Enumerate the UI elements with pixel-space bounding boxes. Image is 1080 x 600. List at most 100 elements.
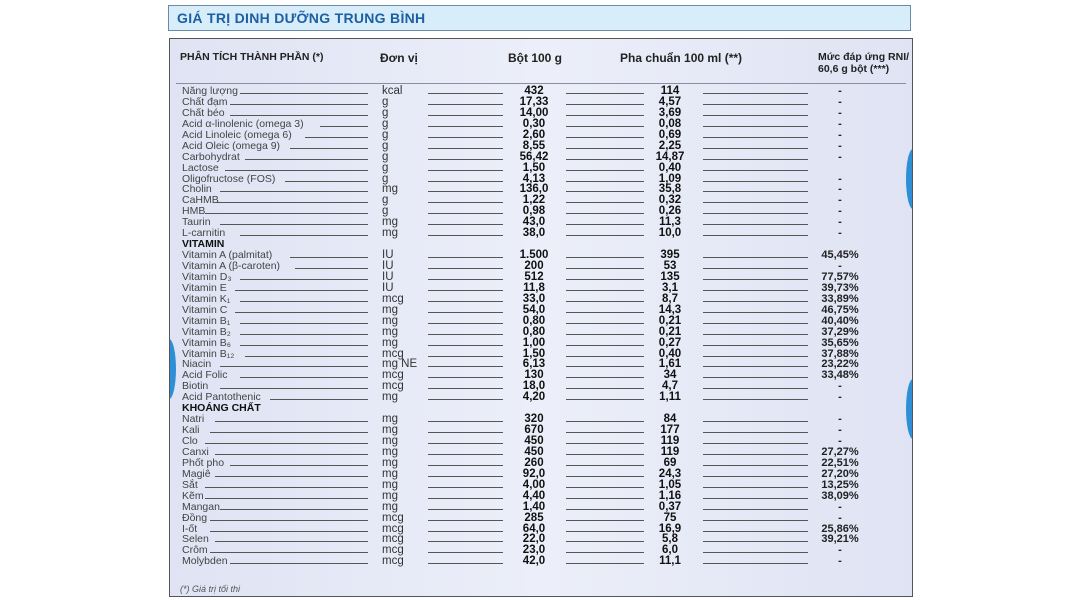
rni-percent: 13,25% <box>821 478 859 491</box>
leader-line <box>428 257 503 259</box>
rni-percent: 45,45% <box>821 249 859 262</box>
value-powder-100g: 4,00 <box>522 478 546 491</box>
leader-line <box>566 563 644 565</box>
component-name: Acid Pantothenic <box>182 391 261 404</box>
leader-line <box>230 464 368 466</box>
value-prepared-100ml: 135 <box>660 270 680 283</box>
leader-line <box>428 114 503 116</box>
leader-line <box>215 541 368 543</box>
rni-percent: - <box>838 194 842 207</box>
table-row: Kali mg 670 177 - <box>170 424 912 436</box>
leader-line <box>566 497 644 499</box>
rni-percent: - <box>838 205 842 218</box>
leader-line <box>428 388 503 390</box>
leader-line <box>215 202 368 204</box>
rni-percent: 35,65% <box>821 336 859 349</box>
leader-line <box>566 366 644 368</box>
value-powder-100g: 136,0 <box>519 183 549 196</box>
component-name: Carbohydrat <box>182 150 240 163</box>
value-powder-100g: 1,00 <box>522 336 546 349</box>
table-row: Biotin mcg 18,0 4,7 - <box>170 380 912 393</box>
table-row: Vitamin D₃ IU 512 135 77,57% <box>170 270 912 283</box>
table-row: Magiê mg 92,0 24,3 27,20% <box>170 468 912 480</box>
leader-line <box>566 464 644 466</box>
value-prepared-100ml: 119 <box>660 435 680 447</box>
table-row: Molybden mcg 42,0 11,1 - <box>170 556 912 568</box>
value-prepared-100ml: 1,16 <box>658 489 682 502</box>
leader-line <box>566 169 644 171</box>
component-name: I-ốt <box>182 522 198 535</box>
rni-percent: 46,75% <box>821 303 859 316</box>
component-name: Biotin <box>182 380 209 393</box>
table-row: Vitamin B₁ mg 0,80 0,21 40,40% <box>170 315 912 327</box>
leader-line <box>428 235 503 237</box>
component-name: Vitamin A (palmitat) <box>182 249 273 262</box>
leader-line <box>215 475 368 477</box>
leader-line <box>566 519 644 521</box>
rni-percent: 23,22% <box>821 358 859 371</box>
leader-line <box>428 224 503 226</box>
nutrition-label-photo: PHÂN TÍCH THÀNH PHẦN (*) Đơn vị Bột 100 … <box>169 38 913 597</box>
leader-line <box>703 202 808 204</box>
leader-line <box>703 213 808 215</box>
leader-line <box>566 399 644 401</box>
component-name: Acid Linoleic (omega 6) <box>182 128 292 141</box>
value-prepared-100ml: 16,9 <box>658 522 682 535</box>
leader-line <box>703 235 808 237</box>
table-row: Natri mg 320 84 - <box>170 413 912 426</box>
table-row: Kẽm mg 4,40 1,16 38,09% <box>170 489 912 502</box>
footnote: (*) Giá trị tối thi <box>180 584 241 594</box>
leader-line <box>240 300 368 302</box>
rni-percent: - <box>838 511 842 524</box>
unit: mcg <box>382 347 404 360</box>
table-row: Vitamin C mg 54,0 14,3 46,75% <box>170 303 912 316</box>
section-header: KHOÁNG CHẤT <box>170 403 912 414</box>
leader-line <box>428 278 503 280</box>
leader-line <box>566 377 644 379</box>
component-name: L-carnitin <box>182 227 226 240</box>
value-prepared-100ml: 0,26 <box>658 205 682 218</box>
value-prepared-100ml: 11,3 <box>659 216 681 229</box>
table-header: PHÂN TÍCH THÀNH PHẦN (*) Đơn vị Bột 100 … <box>170 49 912 83</box>
leader-line <box>428 93 503 94</box>
leader-line <box>428 311 503 313</box>
leader-line <box>215 421 368 423</box>
leader-line <box>703 530 808 532</box>
value-powder-100g: 1,40 <box>522 500 546 513</box>
leader-line <box>290 257 368 259</box>
rni-percent: 77,57% <box>821 270 859 283</box>
leader-line <box>220 366 368 368</box>
leader-line <box>566 93 644 94</box>
leader-line <box>285 180 368 182</box>
header-rni-2: 60,6 g bột (***) <box>818 63 890 75</box>
leader-line <box>245 355 368 357</box>
header-component: PHÂN TÍCH THÀNH PHẦN (*) <box>180 51 324 63</box>
component-name: Kẽm <box>182 489 204 502</box>
unit: mg <box>382 435 398 447</box>
table-row: Sắt mg 4,00 1,05 13,25% <box>170 478 912 491</box>
leader-line <box>240 344 368 346</box>
value-powder-100g: 4,40 <box>522 489 546 502</box>
rni-percent: 39,73% <box>821 281 859 294</box>
value-powder-100g: 2,60 <box>522 128 546 141</box>
leader-line <box>428 508 503 510</box>
value-prepared-100ml: 53 <box>663 260 677 272</box>
leader-line <box>703 147 808 149</box>
leader-line <box>566 278 644 280</box>
value-powder-100g: 11,8 <box>523 281 545 294</box>
rni-percent: - <box>838 260 842 272</box>
value-prepared-100ml: 1,61 <box>658 358 682 371</box>
table-row: Cholin mg 136,0 35,8 - <box>170 183 912 196</box>
leader-line <box>703 333 808 335</box>
leader-line <box>703 519 808 521</box>
value-powder-100g: 1,50 <box>522 347 546 360</box>
leader-line <box>566 541 644 543</box>
rni-percent: - <box>838 117 842 130</box>
rni-percent: - <box>838 413 842 426</box>
table-row: Vitamin B₆ mg 1,00 0,27 35,65% <box>170 336 912 349</box>
value-prepared-100ml: 114 <box>660 85 680 97</box>
unit: mcg <box>382 511 404 524</box>
leader-line <box>428 475 503 477</box>
table-row: Mangan mg 1,40 0,37 - <box>170 500 912 513</box>
leader-line <box>205 443 368 444</box>
